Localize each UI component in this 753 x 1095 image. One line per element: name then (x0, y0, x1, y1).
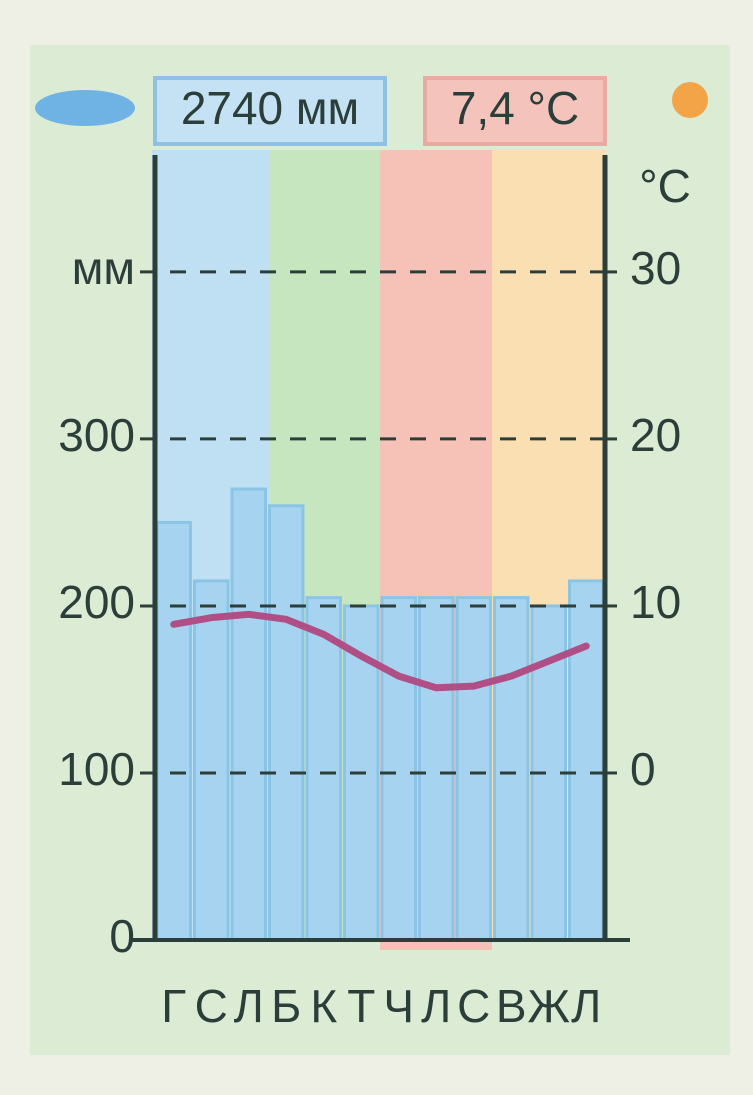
x-tick-label: С (457, 980, 490, 1032)
x-tick-label: Л (571, 980, 601, 1032)
x-tick-label: Б (271, 980, 301, 1032)
y2-axis-label: °C (639, 160, 691, 212)
temp-box (423, 76, 607, 146)
bar (230, 487, 267, 942)
bar (568, 579, 605, 942)
y2-tick-label: 0 (630, 743, 656, 795)
total-precipitation: 2740 мм (181, 82, 359, 134)
cloud-icon (35, 90, 135, 126)
x-tick-label: Л (421, 980, 451, 1032)
x-tick-label: В (496, 980, 527, 1032)
bar (268, 504, 305, 942)
bar (305, 596, 342, 942)
y-tick-label: мм (72, 242, 135, 294)
bar (155, 520, 192, 942)
x-tick-label: Г (161, 980, 186, 1032)
y2-tick-label: 30 (630, 242, 681, 294)
sun-icon (672, 82, 708, 118)
x-tick-label: Л (234, 980, 264, 1032)
y-tick-label: 100 (58, 743, 135, 795)
temperature-line (170, 610, 590, 692)
y2-tick-label: 20 (630, 409, 681, 461)
bar (455, 596, 492, 942)
x-tick-label: Ж (528, 980, 570, 1032)
y2-tick-label: 10 (630, 576, 681, 628)
bar (380, 596, 417, 942)
x-tick-label: Ч (383, 980, 414, 1032)
y-tick-label: 300 (58, 409, 135, 461)
y-tick-label: 0 (109, 910, 135, 962)
x-tick-label: С (195, 980, 228, 1032)
mean-temperature: 7,4 °C (451, 82, 579, 134)
x-tick-label: К (310, 980, 337, 1032)
precip-box (153, 76, 387, 146)
bar (418, 596, 455, 942)
y-tick-label: 200 (58, 576, 135, 628)
x-tick-label: Т (347, 980, 375, 1032)
bar (493, 596, 530, 942)
bar (193, 579, 230, 942)
